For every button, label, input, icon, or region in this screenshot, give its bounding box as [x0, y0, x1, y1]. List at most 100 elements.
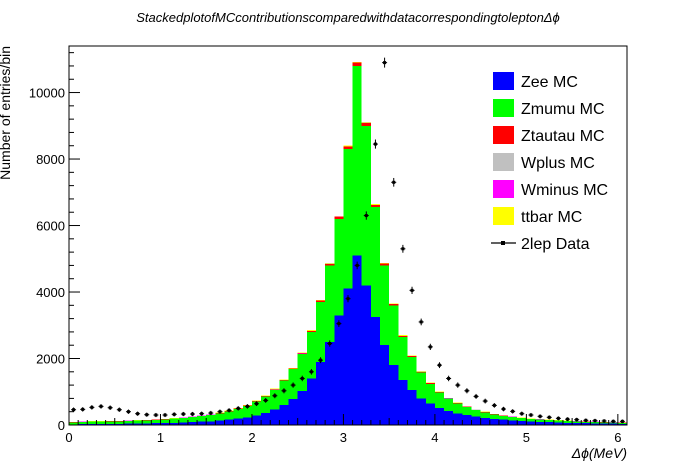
- data-point-42: [455, 382, 461, 388]
- bar-zee-mc-16: [215, 420, 225, 425]
- legend-entry-zee-mc: Zee MC: [493, 72, 578, 91]
- bar-zmumu-mc-60: [617, 422, 627, 424]
- data-point-24: [290, 382, 296, 388]
- bar-ztautau-mc-23: [279, 379, 289, 381]
- bar-zmumu-mc-20: [251, 401, 262, 416]
- data-point-18: [235, 406, 241, 411]
- data-point-1: [80, 407, 86, 412]
- data-point-57: [592, 418, 598, 423]
- bar-zmumu-mc-32: [361, 125, 371, 286]
- bar-zee-mc-42: [453, 413, 463, 425]
- bar-zee-mc-35: [389, 365, 399, 425]
- legend-label: Zee MC: [521, 74, 578, 91]
- bar-zmumu-mc-41: [444, 398, 454, 412]
- data-point-23: [281, 388, 287, 394]
- bar-zee-mc-41: [444, 411, 454, 425]
- y-tick-label: 2000: [36, 352, 65, 367]
- bar-zmumu-mc-19: [242, 406, 252, 418]
- bar-ztautau-mc-33: [370, 204, 381, 208]
- data-point-10: [162, 412, 168, 418]
- x-axis-label: Δϕ(MeV): [571, 445, 627, 461]
- legend-label: ttbar MC: [521, 209, 582, 226]
- bar-zee-mc-12: [178, 422, 188, 425]
- data-point-52: [546, 415, 552, 420]
- bar-ttbar-mc-33: [370, 204, 381, 205]
- bar-zee-mc-48: [508, 420, 518, 425]
- legend-swatch: [493, 207, 514, 225]
- bar-ttbar-mc-35: [389, 303, 399, 304]
- bar-zee-mc-37: [407, 390, 417, 425]
- bar-zee-mc-53: [553, 422, 563, 425]
- bar-ztautau-mc-35: [389, 303, 399, 306]
- legend-label: Wplus MC: [521, 155, 595, 172]
- chart-title: StackedplotofMCcontributionscomparedwith…: [136, 10, 560, 25]
- bar-zee-mc-14: [197, 421, 207, 425]
- data-point-17: [226, 408, 232, 413]
- y-axis: 0 2000 4000 6000 8000 10000: [29, 52, 80, 433]
- data-points: [71, 57, 625, 424]
- bar-zee-mc-18: [233, 418, 243, 425]
- bar-ttbar-mc-34: [380, 262, 390, 264]
- legend-entry-zmumu-mc: Zmumu MC: [493, 99, 605, 118]
- bar-zee-mc-39: [425, 403, 435, 425]
- bar-ztautau-mc-27: [315, 300, 326, 302]
- data-point-8: [144, 412, 150, 417]
- data-point-21: [263, 397, 269, 403]
- x-tick-label: 4: [431, 430, 438, 445]
- bar-zee-mc-59: [608, 423, 618, 425]
- bar-ztautau-mc-25: [297, 353, 307, 355]
- bar-zmumu-mc-27: [315, 301, 326, 362]
- bar-zmumu-mc-55: [572, 421, 582, 424]
- plot-frame: [68, 45, 628, 426]
- data-point-5: [116, 407, 122, 412]
- y-axis-label: Number of entries/bin: [0, 46, 13, 180]
- bar-ztautau-mc-34: [380, 263, 390, 266]
- bar-zmumu-mc-35: [389, 305, 399, 366]
- bar-zee-mc-13: [187, 422, 198, 425]
- bar-zmumu-mc-4: [105, 421, 115, 424]
- bar-zmumu-mc-34: [380, 265, 390, 346]
- bar-ttbar-mc-24: [288, 367, 298, 369]
- data-point-33: [372, 139, 378, 149]
- bar-zee-mc-58: [599, 423, 609, 425]
- bar-ztautau-mc-29: [334, 216, 344, 219]
- bar-zmumu-mc-14: [197, 416, 207, 422]
- bar-ttbar-mc-31: [352, 61, 362, 63]
- data-point-59: [610, 419, 616, 424]
- bar-zee-mc-60: [617, 423, 627, 425]
- data-point-15: [208, 410, 214, 416]
- data-point-56: [583, 418, 589, 423]
- x-tick-label: 2: [248, 430, 255, 445]
- legend-swatch: [493, 99, 514, 117]
- data-point-54: [565, 417, 571, 422]
- data-point-58: [601, 419, 607, 423]
- data-point-36: [400, 244, 406, 253]
- data-point-11: [171, 412, 177, 417]
- bar-zee-mc-47: [498, 419, 509, 425]
- bar-zmumu-mc-40: [434, 392, 445, 409]
- bar-zmumu-mc-42: [453, 403, 463, 414]
- bar-zmumu-mc-30: [343, 149, 353, 289]
- bar-zee-mc-46: [489, 419, 499, 425]
- data-point-20: [254, 401, 260, 407]
- bar-zmumu-mc-50: [526, 419, 536, 422]
- bar-zmumu-mc-10: [160, 419, 170, 424]
- bar-zee-mc-26: [306, 378, 316, 425]
- bar-zee-mc-36: [398, 380, 408, 425]
- bar-zmumu-mc-3: [96, 421, 106, 425]
- bar-zmumu-mc-53: [553, 420, 563, 423]
- data-point-35: [391, 177, 397, 187]
- bar-zmumu-mc-52: [544, 420, 554, 423]
- bar-zmumu-mc-7: [133, 420, 143, 424]
- bar-ttbar-mc-26: [306, 330, 316, 331]
- bar-zee-mc-19: [242, 417, 252, 425]
- data-point-44: [473, 393, 479, 399]
- plot-area: 0 1 2 3 4 5 6 0 2000 4000 6000 8000 10000: [29, 45, 628, 445]
- bar-ztautau-mc-38: [416, 371, 426, 373]
- bar-zee-mc-29: [334, 315, 344, 425]
- data-point-19: [244, 404, 250, 409]
- bar-zmumu-mc-54: [562, 421, 573, 423]
- data-point-27: [318, 357, 324, 364]
- bar-zmumu-mc-2: [87, 421, 97, 425]
- legend-label: Zmumu MC: [521, 101, 605, 118]
